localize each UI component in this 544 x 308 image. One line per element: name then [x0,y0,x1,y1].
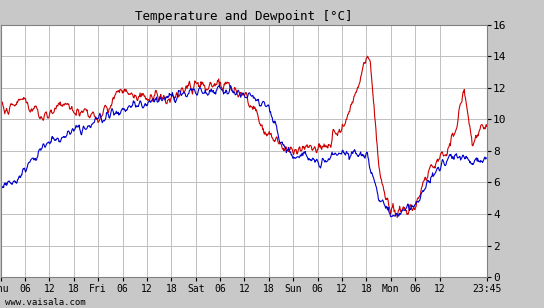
Title: Temperature and Dewpoint [°C]: Temperature and Dewpoint [°C] [135,10,353,23]
Text: www.vaisala.com: www.vaisala.com [5,298,86,307]
